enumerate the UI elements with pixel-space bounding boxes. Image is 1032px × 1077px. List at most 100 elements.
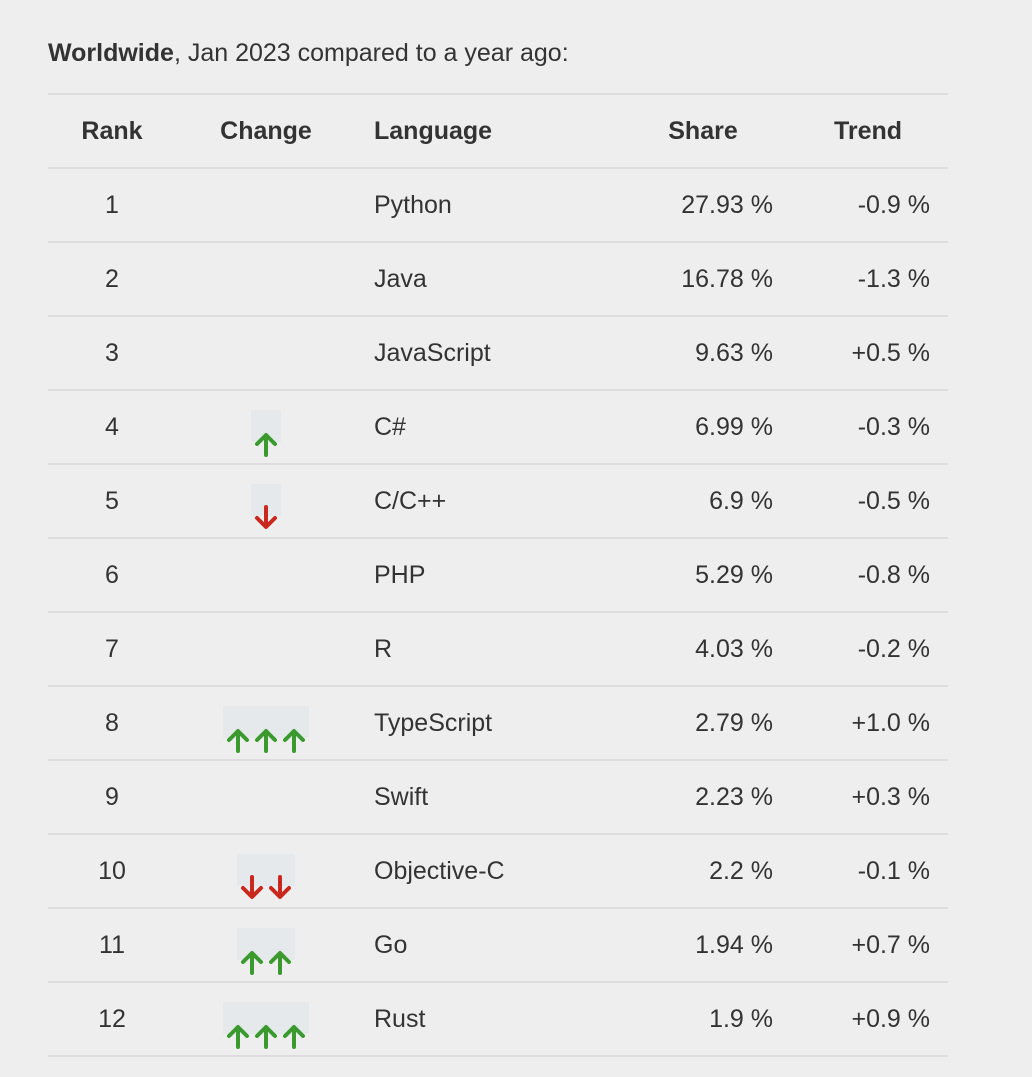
language-cell: Python xyxy=(374,191,452,219)
header-rank[interactable]: Rank xyxy=(81,117,143,145)
language-cell: Objective-C xyxy=(374,857,505,885)
table-caption: Worldwide, Jan 2023 compared to a year a… xyxy=(48,38,569,68)
caption-region: Worldwide xyxy=(48,39,174,67)
language-cell: PHP xyxy=(374,561,426,589)
table-row: 12 Rust 1.9 % +0.9 % xyxy=(48,983,948,1057)
table-row: 11 Go 1.94 % +0.7 % xyxy=(48,909,948,983)
rank-change-indicator xyxy=(237,928,295,976)
rank-change-indicator xyxy=(223,1002,309,1050)
table-row: 5 C/C++ 6.9 % -0.5 % xyxy=(48,465,948,539)
header-change[interactable]: Change xyxy=(220,117,312,145)
arrow-up-icon xyxy=(225,1005,251,1050)
language-cell: TypeScript xyxy=(374,709,493,737)
table-row: 2 Java 16.78 % -1.3 % xyxy=(48,243,948,317)
table-row: 8 TypeScript 2.79 % +1.0 % xyxy=(48,687,948,761)
share-cell: 4.03 % xyxy=(695,635,773,663)
trend-cell: +0.5 % xyxy=(851,339,930,367)
language-cell: Swift xyxy=(374,783,429,811)
change-cell xyxy=(206,169,326,241)
table-row: 6 PHP 5.29 % -0.8 % xyxy=(48,539,948,613)
arrow-up-icon xyxy=(281,1005,307,1050)
rank-cell: 5 xyxy=(105,487,119,515)
language-cell: Rust xyxy=(374,1005,426,1033)
table-header-row: Rank Change Language Share Trend xyxy=(48,95,948,169)
trend-cell: -0.2 % xyxy=(857,635,930,663)
trend-cell: -0.8 % xyxy=(857,561,930,589)
rank-change-indicator xyxy=(251,410,281,458)
trend-cell: +0.9 % xyxy=(851,1005,930,1033)
language-ranking-table: Rank Change Language Share Trend 1 Python… xyxy=(48,93,948,1057)
change-cell xyxy=(206,613,326,685)
change-cell xyxy=(206,317,326,389)
rank-change-indicator xyxy=(223,706,309,754)
share-cell: 2.79 % xyxy=(695,709,773,737)
share-cell: 27.93 % xyxy=(681,191,773,219)
trend-cell: -0.3 % xyxy=(857,413,930,441)
language-cell: R xyxy=(374,635,393,663)
table-row: 1 Python 27.93 % -0.9 % xyxy=(48,169,948,243)
share-cell: 2.23 % xyxy=(695,783,773,811)
change-cell xyxy=(206,539,326,611)
arrow-up-icon xyxy=(281,709,307,754)
change-cell xyxy=(206,835,326,907)
rank-cell: 9 xyxy=(105,783,119,811)
rank-cell: 3 xyxy=(105,339,119,367)
table-row: 10 Objective-C 2.2 % -0.1 % xyxy=(48,835,948,909)
change-cell xyxy=(206,761,326,833)
rank-change-indicator xyxy=(237,854,295,900)
table-row: 3 JavaScript 9.63 % +0.5 % xyxy=(48,317,948,391)
language-cell: C/C++ xyxy=(374,487,447,515)
share-cell: 5.29 % xyxy=(695,561,773,589)
arrow-up-icon xyxy=(239,931,265,976)
rank-cell: 10 xyxy=(98,857,126,885)
language-cell: Java xyxy=(374,265,427,293)
change-cell xyxy=(206,243,326,315)
arrow-up-icon xyxy=(225,709,251,754)
language-cell: C# xyxy=(374,413,406,441)
rank-cell: 11 xyxy=(99,931,125,959)
language-cell: Go xyxy=(374,931,408,959)
arrow-down-icon xyxy=(267,857,293,900)
language-cell: JavaScript xyxy=(374,339,491,367)
arrow-up-icon xyxy=(253,709,279,754)
trend-cell: +0.7 % xyxy=(851,931,930,959)
caption-text: , Jan 2023 compared to a year ago: xyxy=(173,39,569,67)
arrow-down-icon xyxy=(239,857,265,900)
table-row: 4 C# 6.99 % -0.3 % xyxy=(48,391,948,465)
share-cell: 6.9 % xyxy=(709,487,773,515)
rank-cell: 8 xyxy=(105,709,119,737)
arrow-up-icon xyxy=(267,931,293,976)
rank-cell: 12 xyxy=(98,1005,126,1033)
arrow-up-icon xyxy=(253,1005,279,1050)
share-cell: 16.78 % xyxy=(681,265,773,293)
rank-cell: 1 xyxy=(105,191,119,219)
share-cell: 6.99 % xyxy=(695,413,773,441)
share-cell: 2.2 % xyxy=(709,857,773,885)
trend-cell: -0.1 % xyxy=(857,857,930,885)
trend-cell: +0.3 % xyxy=(851,783,930,811)
change-cell xyxy=(206,465,326,537)
rank-cell: 4 xyxy=(105,413,119,441)
header-share[interactable]: Share xyxy=(668,117,738,145)
rank-cell: 2 xyxy=(105,265,119,293)
arrow-down-icon xyxy=(253,487,279,530)
rank-cell: 7 xyxy=(105,635,119,663)
change-cell xyxy=(206,687,326,759)
trend-cell: -0.5 % xyxy=(857,487,930,515)
table-row: 7 R 4.03 % -0.2 % xyxy=(48,613,948,687)
change-cell xyxy=(206,909,326,981)
trend-cell: -0.9 % xyxy=(857,191,930,219)
trend-cell: -1.3 % xyxy=(857,265,930,293)
rank-change-indicator xyxy=(251,484,281,530)
arrow-up-icon xyxy=(253,413,279,458)
share-cell: 1.94 % xyxy=(695,931,773,959)
share-cell: 1.9 % xyxy=(709,1005,773,1033)
header-trend[interactable]: Trend xyxy=(833,117,903,145)
rank-cell: 6 xyxy=(105,561,119,589)
table-row: 9 Swift 2.23 % +0.3 % xyxy=(48,761,948,835)
change-cell xyxy=(206,983,326,1055)
trend-cell: +1.0 % xyxy=(851,709,930,737)
share-cell: 9.63 % xyxy=(695,339,773,367)
header-language[interactable]: Language xyxy=(374,117,493,145)
change-cell xyxy=(206,391,326,463)
